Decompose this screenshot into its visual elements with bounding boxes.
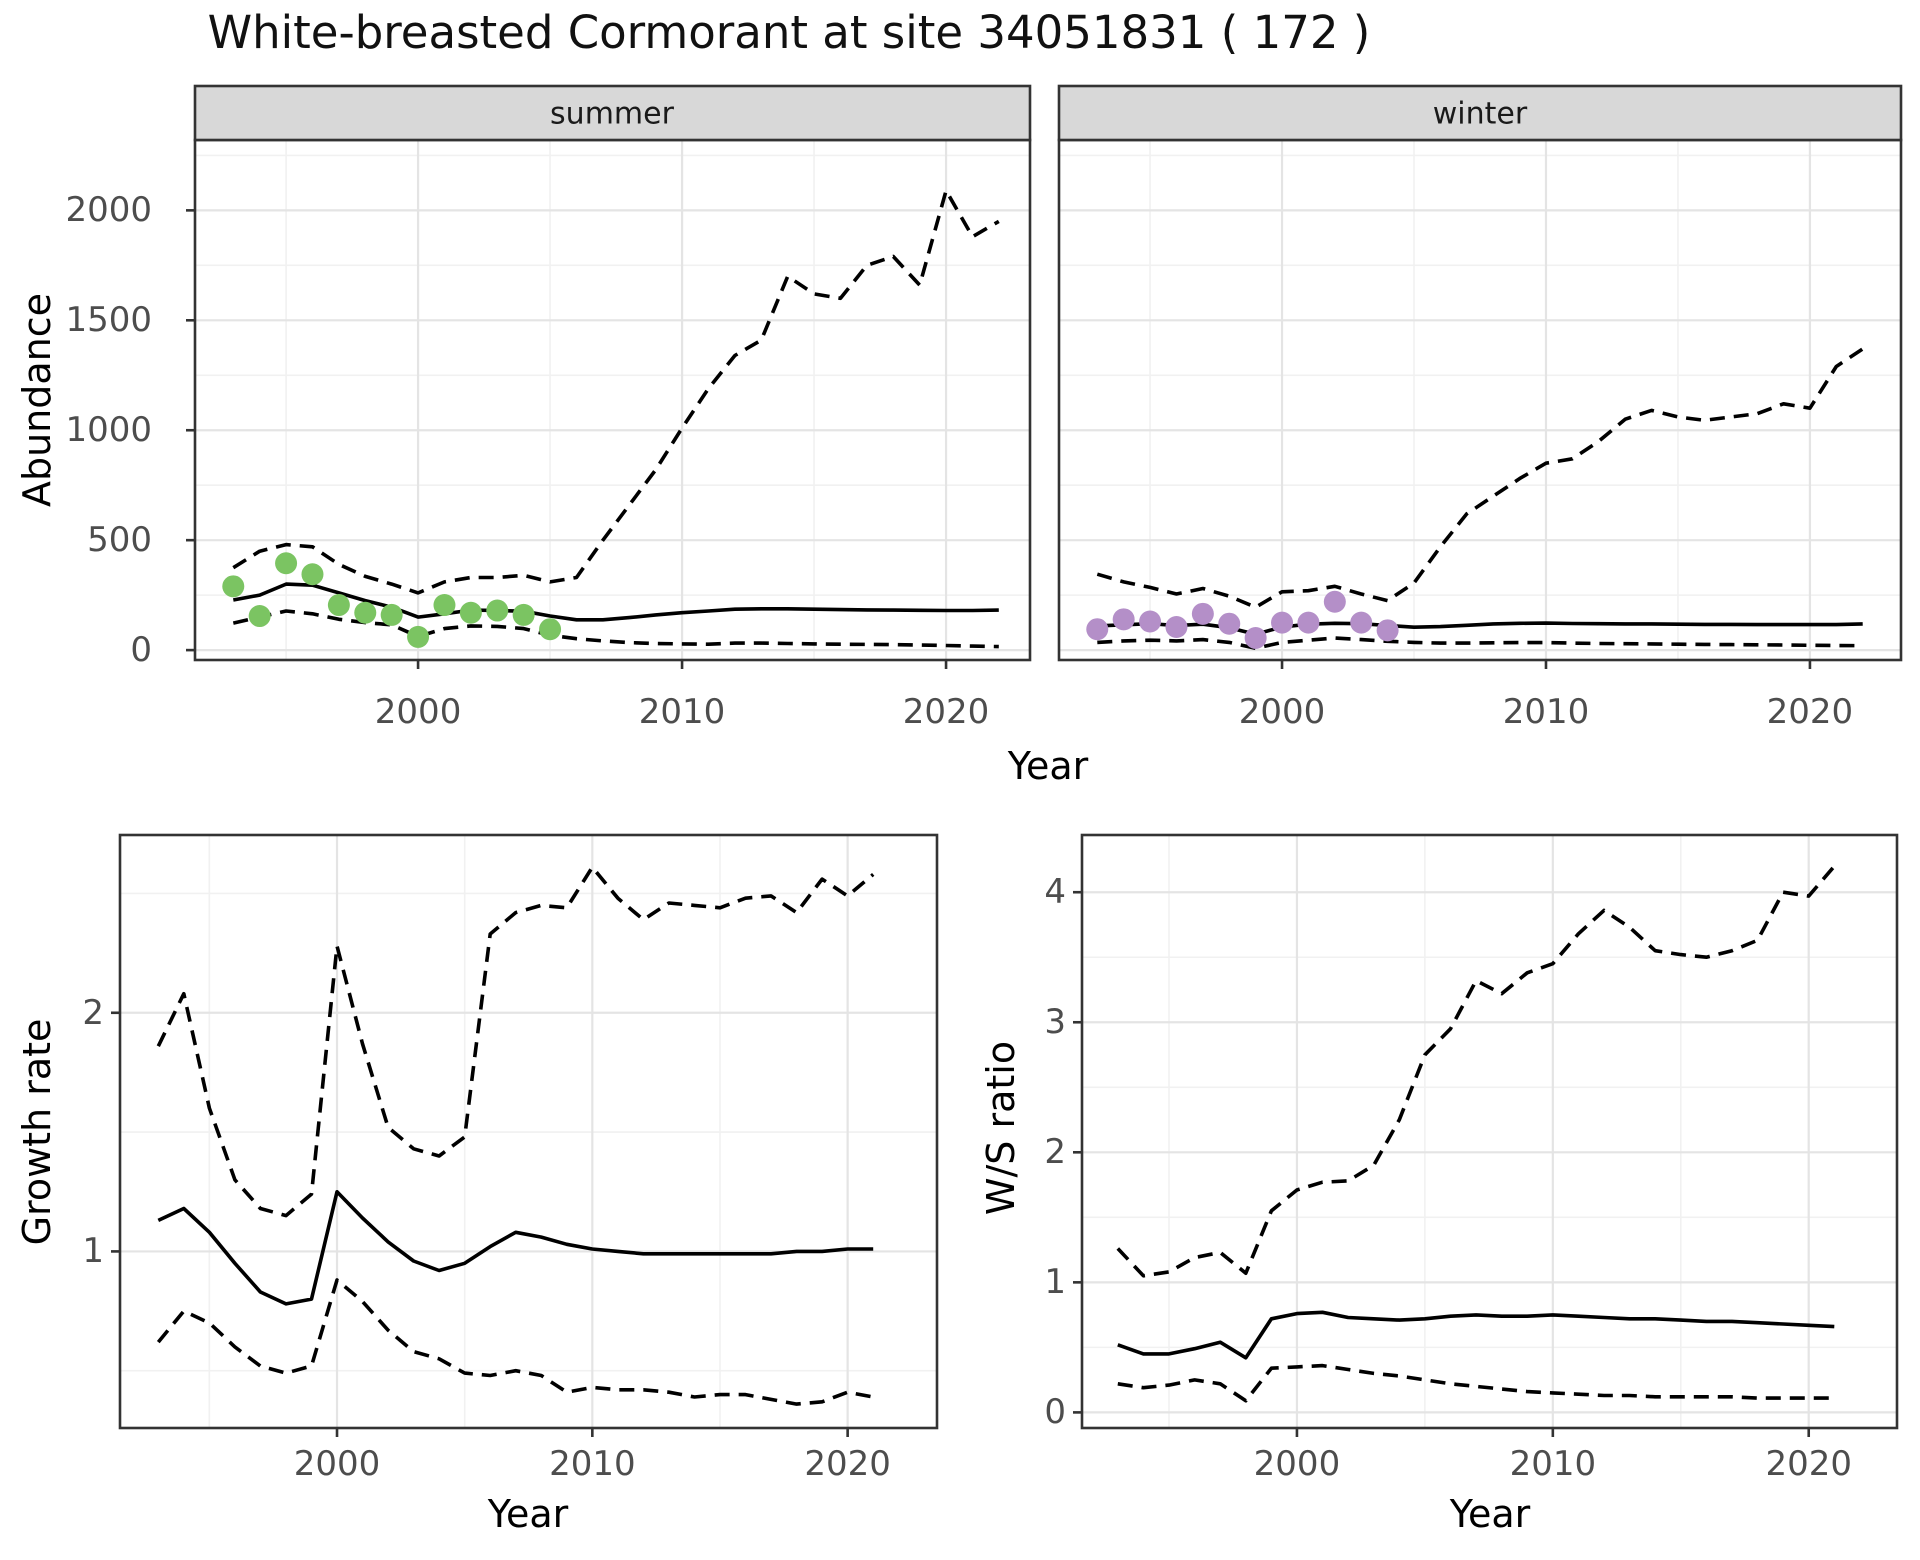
- y-tick-label: 1500: [65, 300, 152, 341]
- y-tick-label: 2000: [65, 190, 152, 231]
- observed-point: [354, 601, 377, 624]
- series-median: [1097, 621, 1863, 637]
- y-tick-label: 500: [87, 520, 152, 561]
- x-axis-title-year-bottom-left: Year: [487, 1492, 569, 1536]
- x-tick-label: 2000: [293, 1444, 381, 1484]
- x-tick-label: 2020: [804, 1444, 891, 1484]
- y-axis-title-abundance: Abundance: [15, 292, 59, 508]
- x-tick-label: 2020: [1766, 692, 1854, 732]
- observed-point: [248, 605, 271, 628]
- panel-border: [1057, 138, 1903, 662]
- observed-point: [275, 552, 298, 575]
- y-tick-label: 1: [82, 1231, 104, 1272]
- series-upper_ci: [1116, 865, 1836, 1278]
- series-lower_ci: [156, 1278, 874, 1406]
- observed-point: [301, 563, 324, 586]
- facet-strip-label-summer: summer: [550, 96, 674, 132]
- y-tick-label: 1000: [65, 410, 152, 451]
- observed-point: [1297, 611, 1320, 634]
- observed-point: [486, 599, 509, 622]
- series-upper_ci: [232, 188, 1000, 595]
- observed-point: [327, 594, 350, 617]
- x-tick-label: 2010: [1509, 1444, 1597, 1484]
- observed-point: [1376, 619, 1399, 642]
- series-lower_ci: [232, 609, 999, 649]
- observed-point: [1350, 611, 1373, 634]
- series-median: [1117, 1310, 1835, 1360]
- x-tick-label: 2010: [1502, 692, 1590, 732]
- x-tick-label: 2000: [1253, 1444, 1341, 1484]
- observed-point: [1271, 611, 1294, 634]
- y-tick-label: 3: [1044, 1002, 1066, 1043]
- panel-border: [1080, 833, 1899, 1430]
- y-axis-title-growth-rate: Growth rate: [15, 1018, 59, 1246]
- facet-strip: [193, 84, 1032, 142]
- y-axis-title-ws-ratio: W/S ratio: [979, 1040, 1023, 1216]
- x-tick-label: 2020: [902, 692, 990, 732]
- observed-point: [407, 625, 430, 648]
- panel-border: [118, 833, 939, 1430]
- y-tick-label: 0: [130, 630, 152, 671]
- observed-point: [1086, 618, 1109, 641]
- facet-strip-label-winter: winter: [1432, 96, 1528, 132]
- observed-point: [1139, 610, 1162, 633]
- observed-point: [222, 575, 245, 598]
- x-axis-title-year-top: Year: [1007, 744, 1089, 788]
- observed-point: [539, 618, 562, 641]
- x-tick-label: 2020: [1765, 1444, 1852, 1484]
- y-tick-label: 4: [1044, 872, 1066, 913]
- facet-strip: [1057, 84, 1903, 142]
- series-lower_ci: [1097, 636, 1863, 651]
- series-upper_ci: [1096, 347, 1864, 610]
- series-lower_ci: [1117, 1363, 1835, 1403]
- x-tick-label: 2010: [549, 1444, 636, 1484]
- observed-point: [1112, 608, 1135, 631]
- y-tick-label: 2: [1044, 1132, 1066, 1173]
- x-tick-label: 2000: [374, 692, 462, 732]
- chart-title: White-breasted Cormorant at site 3405183…: [207, 6, 1371, 59]
- y-tick-label: 1: [1044, 1262, 1066, 1303]
- y-tick-label: 0: [1044, 1392, 1066, 1433]
- observed-point: [459, 601, 482, 624]
- x-axis-title-year-bottom-right: Year: [1449, 1492, 1531, 1536]
- observed-point: [1218, 612, 1241, 635]
- observed-point: [1165, 616, 1188, 639]
- observed-point: [433, 594, 456, 617]
- observed-point: [1323, 590, 1346, 613]
- observed-point: [512, 603, 535, 626]
- observed-point: [1191, 602, 1214, 625]
- x-tick-label: 2000: [1238, 692, 1326, 732]
- series-median: [232, 582, 999, 622]
- observed-point: [1244, 627, 1267, 650]
- y-tick-label: 2: [82, 992, 104, 1033]
- series-median: [157, 1190, 874, 1306]
- observed-point: [380, 603, 403, 626]
- series-upper_ci: [156, 865, 875, 1218]
- x-tick-label: 2010: [638, 692, 726, 732]
